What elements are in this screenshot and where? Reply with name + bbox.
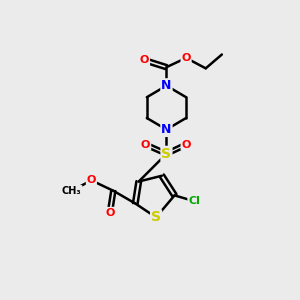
Text: S: S bbox=[161, 147, 172, 161]
Text: O: O bbox=[182, 53, 191, 63]
Text: O: O bbox=[105, 208, 115, 218]
Text: N: N bbox=[161, 79, 172, 92]
Text: Cl: Cl bbox=[188, 196, 200, 206]
Text: S: S bbox=[151, 210, 161, 224]
Text: O: O bbox=[87, 176, 96, 185]
Text: O: O bbox=[182, 140, 191, 150]
Text: O: O bbox=[141, 140, 150, 150]
Text: O: O bbox=[140, 55, 149, 65]
Text: CH₃: CH₃ bbox=[62, 186, 82, 196]
Text: N: N bbox=[161, 123, 172, 136]
